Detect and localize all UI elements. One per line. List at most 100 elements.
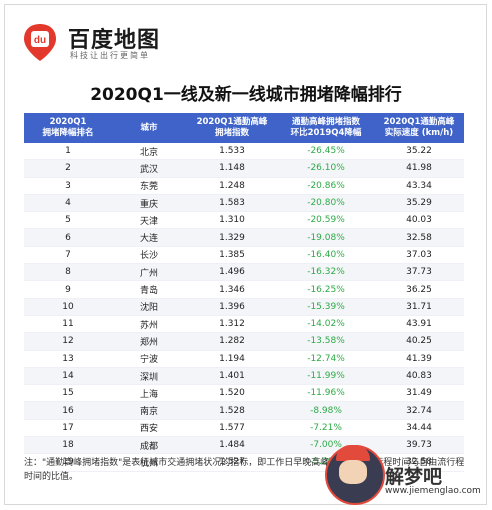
rank-cell: 13 <box>24 350 112 368</box>
page-title: 2020Q1一线及新一线城市拥堵降幅排行 <box>90 85 402 105</box>
watermark-face-icon <box>339 460 367 484</box>
decline-cell: -14.02% <box>278 315 374 334</box>
index-cell: 1.385 <box>186 246 278 265</box>
decline-cell: -16.40% <box>278 246 374 265</box>
city-cell: 南京 <box>112 401 186 420</box>
rank-cell: 5 <box>24 211 112 230</box>
index-cell: 1.310 <box>186 211 278 230</box>
rank-cell: 4 <box>24 194 112 213</box>
watermark-text: 解梦吧 <box>385 466 443 488</box>
rank-cell: 12 <box>24 332 112 351</box>
city-cell: 长沙 <box>112 246 186 265</box>
speed-cell: 37.73 <box>374 263 464 282</box>
table-row: 4 重庆 1.583 -20.80% 35.29 <box>24 194 464 213</box>
rank-cell: 6 <box>24 228 112 247</box>
decline-cell: -20.86% <box>278 177 374 195</box>
rank-cell: 19 <box>24 453 112 472</box>
table-row: 3 东莞 1.248 -20.86% 43.34 <box>24 177 464 195</box>
table-row: 10 沈阳 1.396 -15.39% 31.71 <box>24 298 464 316</box>
rank-cell: 7 <box>24 246 112 265</box>
speed-cell: 40.03 <box>374 211 464 230</box>
speed-cell: 40.83 <box>374 367 464 386</box>
speed-cell: 41.39 <box>374 350 464 368</box>
rank-cell: 9 <box>24 280 112 299</box>
brand-slogan: 科技让出行更简单 <box>70 51 150 60</box>
speed-cell: 40.25 <box>374 332 464 351</box>
decline-cell: -26.10% <box>278 159 374 178</box>
rank-cell: 2 <box>24 159 112 178</box>
table-row: 5 天津 1.310 -20.59% 40.03 <box>24 211 464 230</box>
index-cell: 1.484 <box>186 436 278 455</box>
index-cell: 1.401 <box>186 367 278 386</box>
speed-cell: 35.29 <box>374 194 464 213</box>
city-cell: 沈阳 <box>112 298 186 316</box>
index-cell: 1.496 <box>186 263 278 282</box>
speed-cell: 34.44 <box>374 419 464 438</box>
decline-cell: -16.25% <box>278 280 374 299</box>
index-cell: 1.329 <box>186 228 278 247</box>
speed-cell: 39.73 <box>374 436 464 455</box>
table-row: 8 广州 1.496 -16.32% 37.73 <box>24 263 464 282</box>
index-cell: 1.527 <box>186 453 278 472</box>
city-cell: 东莞 <box>112 177 186 195</box>
rank-cell: 3 <box>24 177 112 195</box>
header-city: 城市 <box>112 113 186 143</box>
decline-cell: -15.39% <box>278 298 374 316</box>
table-row: 17 西安 1.577 -7.21% 34.44 <box>24 419 464 438</box>
table-header-row: 2020Q1 拥堵降幅排名 城市 2020Q1通勤高峰 拥堵指数 通勤高峰拥堵指数环… <box>24 113 464 143</box>
table-body: 1 北京 1.533 -26.45% 35.22 2 武汉 1.148 -26.10% 41.98… <box>24 143 464 472</box>
table-row: 1 北京 1.533 -26.45% 35.22 <box>24 143 464 161</box>
city-cell: 深圳 <box>112 367 186 386</box>
header-decline-pct: 通勤高峰拥堵指数 环比2019Q4降幅 <box>278 113 374 143</box>
index-cell: 1.528 <box>186 401 278 420</box>
rank-cell: 10 <box>24 298 112 316</box>
index-cell: 1.520 <box>186 384 278 403</box>
table-row: 18 成都 1.484 -7.00% 39.73 <box>24 436 464 455</box>
speed-cell: 41.98 <box>374 159 464 178</box>
index-cell: 1.577 <box>186 419 278 438</box>
index-cell: 1.396 <box>186 298 278 316</box>
index-cell: 1.533 <box>186 143 278 161</box>
table-row: 9 青岛 1.346 -16.25% 36.25 <box>24 280 464 299</box>
table-row: 14 深圳 1.401 -11.99% 40.83 <box>24 367 464 386</box>
rank-cell: 11 <box>24 315 112 334</box>
speed-cell: 32.74 <box>374 401 464 420</box>
rank-cell: 8 <box>24 263 112 282</box>
rank-cell: 1 <box>24 143 112 161</box>
speed-cell: 31.71 <box>374 298 464 316</box>
index-cell: 1.148 <box>186 159 278 178</box>
rank-cell: 16 <box>24 401 112 420</box>
table-row: 2 武汉 1.148 -26.10% 41.98 <box>24 159 464 178</box>
city-cell: 宁波 <box>112 350 186 368</box>
speed-cell: 32.58 <box>374 228 464 247</box>
city-cell: 青岛 <box>112 280 186 299</box>
speed-cell: 32.58 <box>374 453 464 472</box>
decline-cell: -19.08% <box>278 228 374 247</box>
decline-cell: -13.58% <box>278 332 374 351</box>
table-row: 7 长沙 1.385 -16.40% 37.03 <box>24 246 464 265</box>
city-cell: 杭州 <box>112 453 186 472</box>
city-cell: 武汉 <box>112 159 186 178</box>
city-cell: 广州 <box>112 263 186 282</box>
baidu-map-logo-icon: du <box>24 24 56 61</box>
decline-cell: -11.96% <box>278 384 374 403</box>
table-row: 11 苏州 1.312 -14.02% 43.91 <box>24 315 464 334</box>
table-row: 16 南京 1.528 -8.98% 32.74 <box>24 401 464 420</box>
rank-cell: 14 <box>24 367 112 386</box>
city-cell: 大连 <box>112 228 186 247</box>
header-congestion-index: 2020Q1通勤高峰 拥堵指数 <box>186 113 278 143</box>
city-cell: 上海 <box>112 384 186 403</box>
decline-cell: -8.98% <box>278 401 374 420</box>
speed-cell: 37.03 <box>374 246 464 265</box>
city-cell: 北京 <box>112 143 186 161</box>
decline-cell: -20.80% <box>278 194 374 213</box>
table-row: 12 郑州 1.282 -13.58% 40.25 <box>24 332 464 351</box>
decline-cell: -11.99% <box>278 367 374 386</box>
header-speed: 2020Q1通勤高峰 实际速度 (km/h) <box>374 113 464 143</box>
decline-cell: -20.59% <box>278 211 374 230</box>
ranking-table: 2020Q1 拥堵降幅排名 城市 2020Q1通勤高峰 拥堵指数 通勤高峰拥堵指数环… <box>24 113 464 472</box>
watermark-hat-icon <box>336 445 370 461</box>
city-cell: 郑州 <box>112 332 186 351</box>
brand-name: 百度地图 <box>68 28 161 53</box>
logo-text: du <box>34 35 46 46</box>
